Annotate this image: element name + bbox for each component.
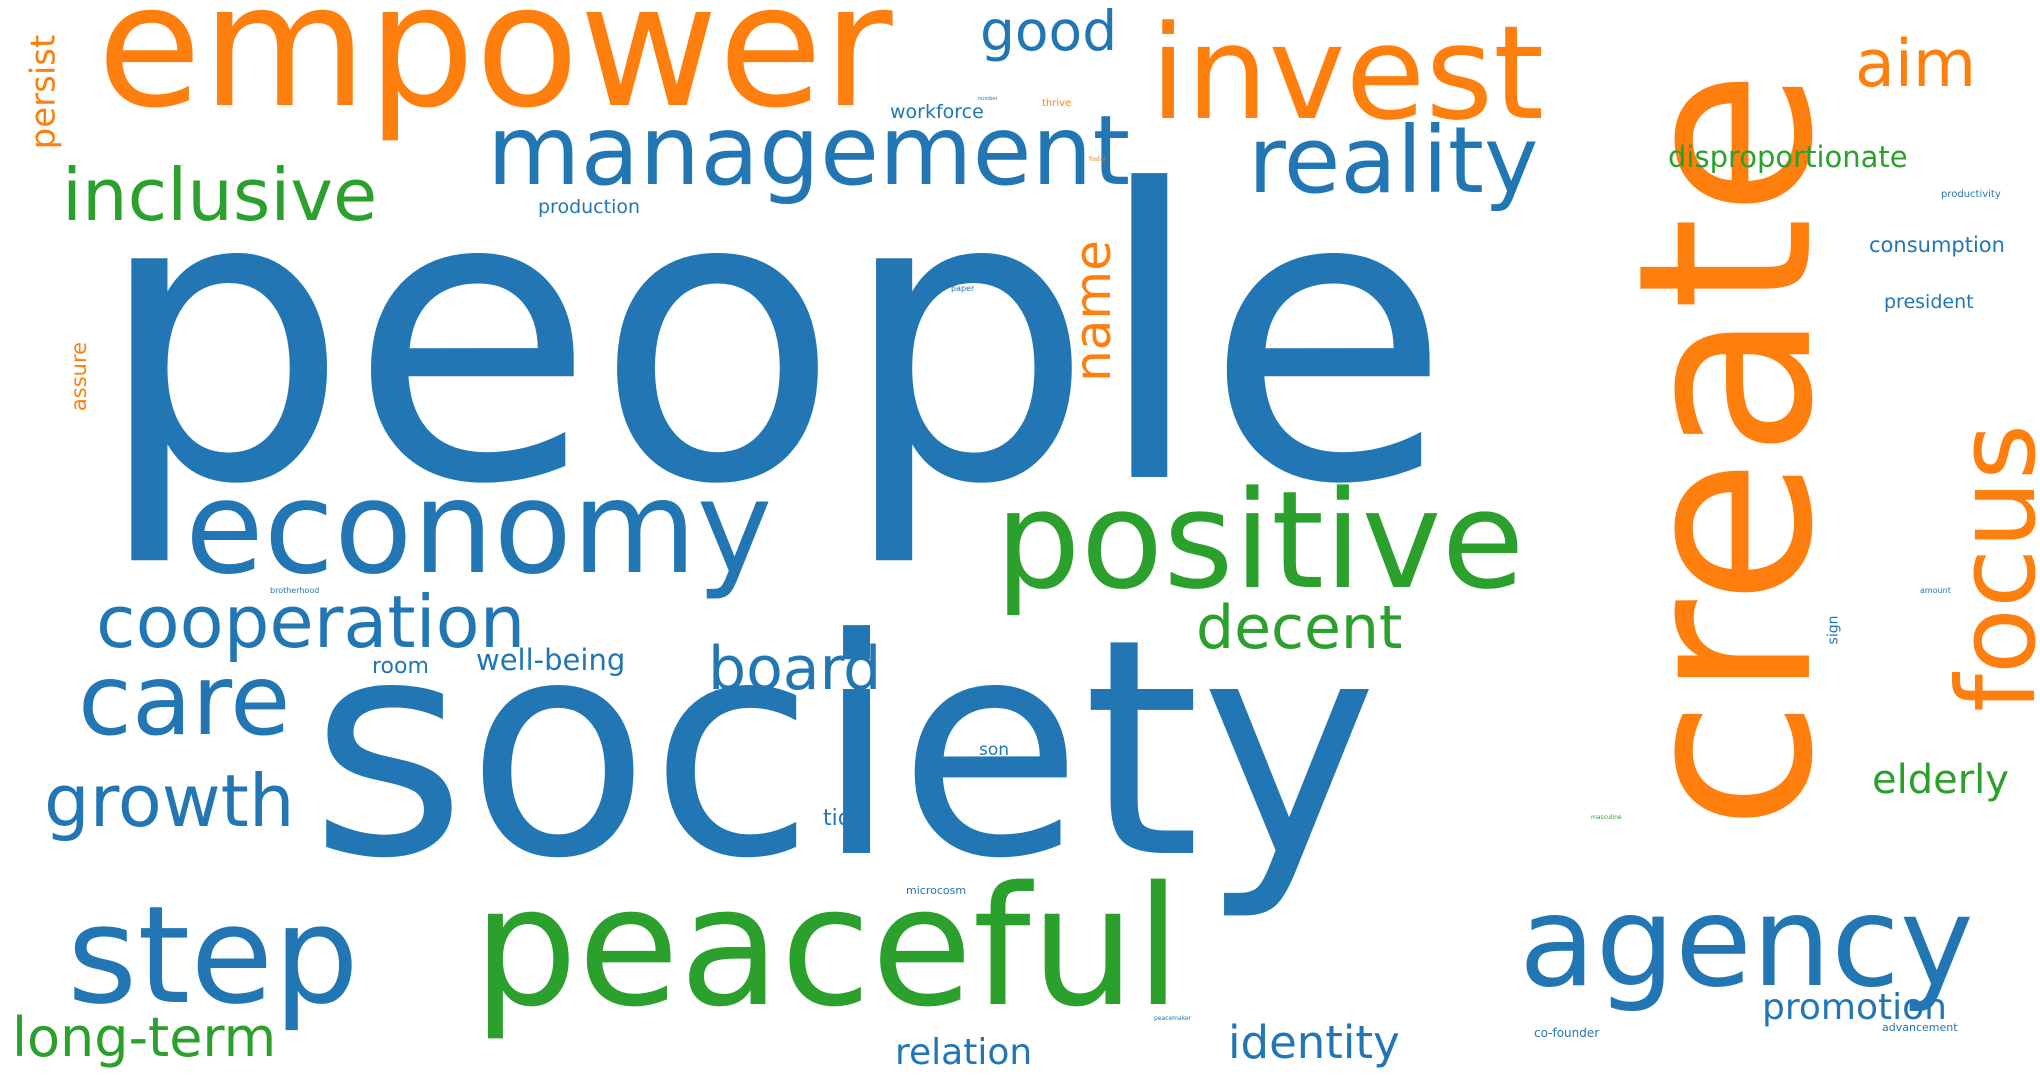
word-peacemaker: peacemaker — [1154, 1015, 1192, 1022]
word-create: create — [1585, 69, 1866, 831]
word-paper: paper — [951, 284, 975, 293]
word-masculine: masculine — [1591, 814, 1622, 821]
word-board: board — [708, 634, 882, 704]
word-advancement: advancement — [1882, 1021, 1958, 1034]
word-tide: tide — [823, 806, 866, 831]
word-production: production — [538, 196, 641, 218]
word-well-being: well-being — [476, 643, 626, 677]
word-disproportionate: disproportionate — [1668, 140, 1908, 174]
word-focus: focus — [1935, 423, 2040, 713]
word-number: number — [978, 96, 998, 102]
word-thrive: thrive — [1042, 98, 1072, 109]
word-empower: empower — [97, 0, 893, 146]
word-persist: persist — [23, 34, 64, 150]
word-president: president — [1884, 291, 1974, 313]
word-promotion: promotion — [1762, 987, 1947, 1028]
word-people: people — [95, 107, 1451, 572]
word-growth: growth — [44, 759, 295, 843]
word-agency: agency — [1519, 870, 1974, 1015]
word-room: room — [372, 654, 429, 679]
word-identity: identity — [1228, 1016, 1400, 1069]
word-society: society — [310, 575, 1378, 924]
word-cooperation: cooperation — [96, 580, 526, 664]
word-invest: invest — [1150, 0, 1545, 149]
word-aim: aim — [1855, 27, 1977, 102]
word-peaceful: peaceful — [473, 851, 1182, 1043]
word-name: name — [1063, 240, 1122, 382]
word-sign: sign — [1825, 615, 1842, 645]
word-long-term: long-term — [12, 1006, 277, 1069]
word-microcosm: microcosm — [906, 884, 967, 897]
word-brotherhood: brotherhood — [270, 586, 320, 595]
word-economy: economy — [185, 454, 773, 603]
word-workforce: workforce — [890, 101, 984, 123]
word-good: good — [980, 0, 1118, 63]
word-elderly: elderly — [1872, 757, 2009, 803]
word-decent: decent — [1196, 593, 1403, 663]
word-foster: foster — [1089, 156, 1107, 163]
word-son: son — [979, 740, 1010, 760]
word-step: step — [67, 877, 360, 1034]
word-consumption: consumption — [1869, 233, 2005, 257]
word-amount: amount — [1920, 586, 1951, 595]
word-relation: relation — [895, 1032, 1033, 1073]
word-inclusive: inclusive — [62, 153, 378, 237]
word-assure: assure — [67, 341, 92, 412]
word-productivity: productivity — [1941, 189, 2001, 200]
word-management: management — [487, 95, 1131, 207]
word-reality: reality — [1248, 107, 1539, 214]
word-care: care — [78, 644, 291, 758]
word-positive: positive — [995, 462, 1525, 619]
word-co-founder: co-founder — [1534, 1026, 1600, 1040]
